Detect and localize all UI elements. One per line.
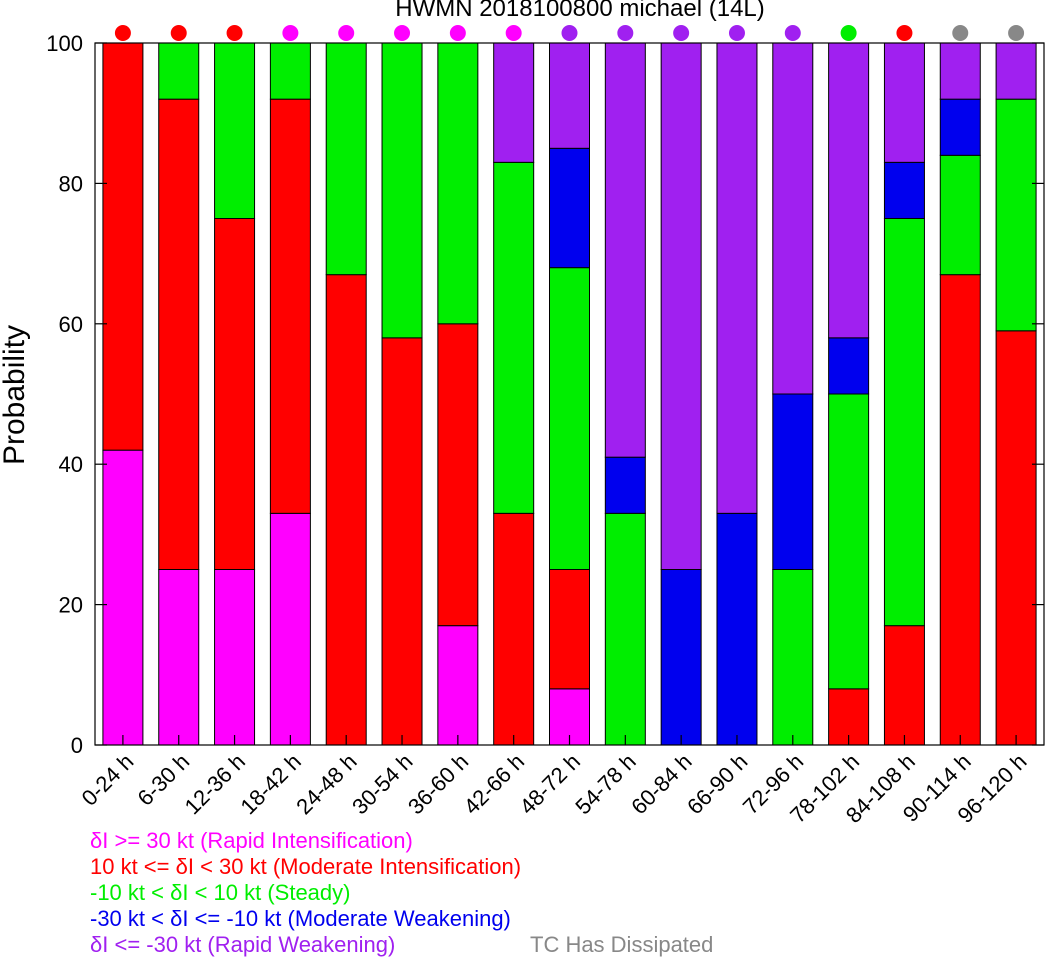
y-tick-label-60: 60: [59, 312, 83, 337]
y-tick-label-20: 20: [59, 593, 83, 618]
x-tick-label-4: 24-48 h: [291, 749, 361, 819]
bar-segment-15-2: [939, 154, 981, 276]
bar-segment-5-1: [381, 337, 423, 746]
bar-segment-8-2: [549, 267, 590, 570]
chart-title: HWMN 2018100800 michael (14L): [395, 0, 765, 22]
bar-segment-3-1: [269, 98, 311, 514]
legend-entry-dissipated: TC Has Dissipated: [530, 932, 713, 957]
bar-segment-4-1: [325, 274, 367, 746]
top-marker-1: [170, 25, 187, 41]
top-markers-group: [114, 25, 1025, 41]
bar-segment-3-0: [269, 512, 311, 746]
x-tick-label-11: 66-90 h: [682, 749, 752, 819]
bar-segment-8-4: [549, 42, 590, 149]
bar-segment-14-2: [883, 218, 925, 627]
top-marker-3: [282, 25, 299, 41]
bar-segment-5-2: [381, 42, 423, 339]
top-marker-11: [728, 25, 745, 41]
bar-segment-0-1: [102, 42, 144, 451]
y-axis-label: Probability: [0, 325, 31, 465]
top-marker-7: [505, 25, 522, 41]
top-marker-10: [673, 25, 690, 41]
bar-segment-10-4: [660, 42, 702, 570]
bar-segment-13-4: [828, 42, 870, 339]
bar-segment-12-4: [772, 42, 814, 395]
top-marker-6: [449, 25, 466, 41]
bar-segment-4-2: [325, 42, 367, 276]
x-tick-label-0: 0-24 h: [77, 749, 139, 811]
x-tick-label-6: 36-60 h: [403, 749, 473, 819]
y-tick-label-100: 100: [46, 31, 83, 56]
bar-segment-15-3: [939, 98, 981, 156]
bar-segment-16-4: [995, 42, 1037, 100]
bars-group: [102, 42, 1037, 746]
bar-segment-14-3: [883, 161, 925, 219]
x-tick-label-5: 30-54 h: [347, 749, 417, 819]
legend-entry-3: -30 kt < δI <= -10 kt (Moderate Weakenin…: [90, 906, 511, 931]
legend-entry-2: -10 kt < δI < 10 kt (Steady): [90, 880, 350, 905]
x-tick-label-3: 18-42 h: [235, 749, 305, 819]
bar-segment-16-2: [995, 98, 1037, 332]
bar-segment-6-1: [437, 323, 479, 627]
top-marker-8: [561, 25, 578, 41]
bar-segment-14-1: [883, 625, 925, 746]
bar-segment-11-3: [716, 512, 758, 746]
y-axis: 0 20 40 60 80 100: [46, 31, 1044, 758]
top-marker-2: [226, 25, 243, 41]
x-axis: 0-24 h6-30 h12-36 h18-42 h24-48 h30-54 h…: [77, 735, 1032, 828]
bar-segment-14-4: [883, 42, 925, 163]
top-marker-5: [394, 25, 411, 41]
bar-segment-1-1: [158, 98, 200, 570]
top-marker-12: [784, 25, 801, 41]
bar-segment-6-0: [437, 625, 479, 746]
top-marker-13: [840, 25, 857, 41]
legend-entry-1: 10 kt <= δI < 30 kt (Moderate Intensific…: [90, 854, 521, 879]
bar-segment-1-0: [158, 569, 200, 746]
x-tick-label-2: 12-36 h: [180, 749, 250, 819]
bar-segment-11-4: [716, 42, 758, 514]
top-marker-16: [1008, 25, 1025, 41]
bar-segment-2-1: [214, 218, 256, 570]
legend-entry-0: δI >= 30 kt (Rapid Intensification): [90, 828, 413, 853]
bar-segment-2-0: [214, 569, 256, 746]
bar-segment-2-2: [214, 42, 256, 219]
bar-segment-0-0: [102, 449, 144, 746]
bar-segment-9-3: [604, 456, 646, 514]
bar-segment-13-3: [828, 337, 870, 395]
y-tick-label-80: 80: [59, 171, 83, 196]
bar-segment-7-1: [493, 512, 535, 746]
bar-segment-10-3: [660, 569, 702, 746]
x-tick-label-7: 42-66 h: [459, 749, 529, 819]
bar-segment-3-2: [269, 42, 311, 100]
legend-entry-4: δI <= -30 kt (Rapid Weakening): [90, 932, 395, 957]
top-marker-0: [114, 25, 131, 41]
bar-segment-15-4: [939, 42, 981, 100]
x-tick-label-9: 54-78 h: [570, 749, 640, 819]
x-tick-label-10: 60-84 h: [626, 749, 696, 819]
bar-segment-6-2: [437, 42, 479, 325]
bar-segment-8-1: [549, 569, 590, 690]
bar-segment-15-1: [939, 274, 981, 746]
top-marker-9: [617, 25, 634, 41]
y-tick-label-0: 0: [71, 733, 83, 758]
bar-segment-12-2: [772, 569, 814, 746]
top-marker-15: [952, 25, 969, 41]
bar-segment-16-1: [995, 330, 1037, 746]
legend: δI >= 30 kt (Rapid Intensification)10 kt…: [90, 828, 713, 957]
bar-segment-8-3: [549, 147, 590, 269]
y-tick-label-40: 40: [59, 452, 83, 477]
top-marker-4: [338, 25, 355, 41]
bar-segment-1-2: [158, 42, 200, 100]
bar-segment-9-4: [604, 42, 646, 458]
bar-segment-7-2: [493, 161, 535, 514]
x-tick-label-8: 48-72 h: [515, 749, 585, 819]
bar-segment-7-4: [493, 42, 535, 163]
top-marker-14: [896, 25, 913, 41]
bar-segment-13-2: [828, 393, 870, 690]
bar-segment-12-3: [772, 393, 814, 570]
bar-segment-9-2: [604, 512, 646, 746]
